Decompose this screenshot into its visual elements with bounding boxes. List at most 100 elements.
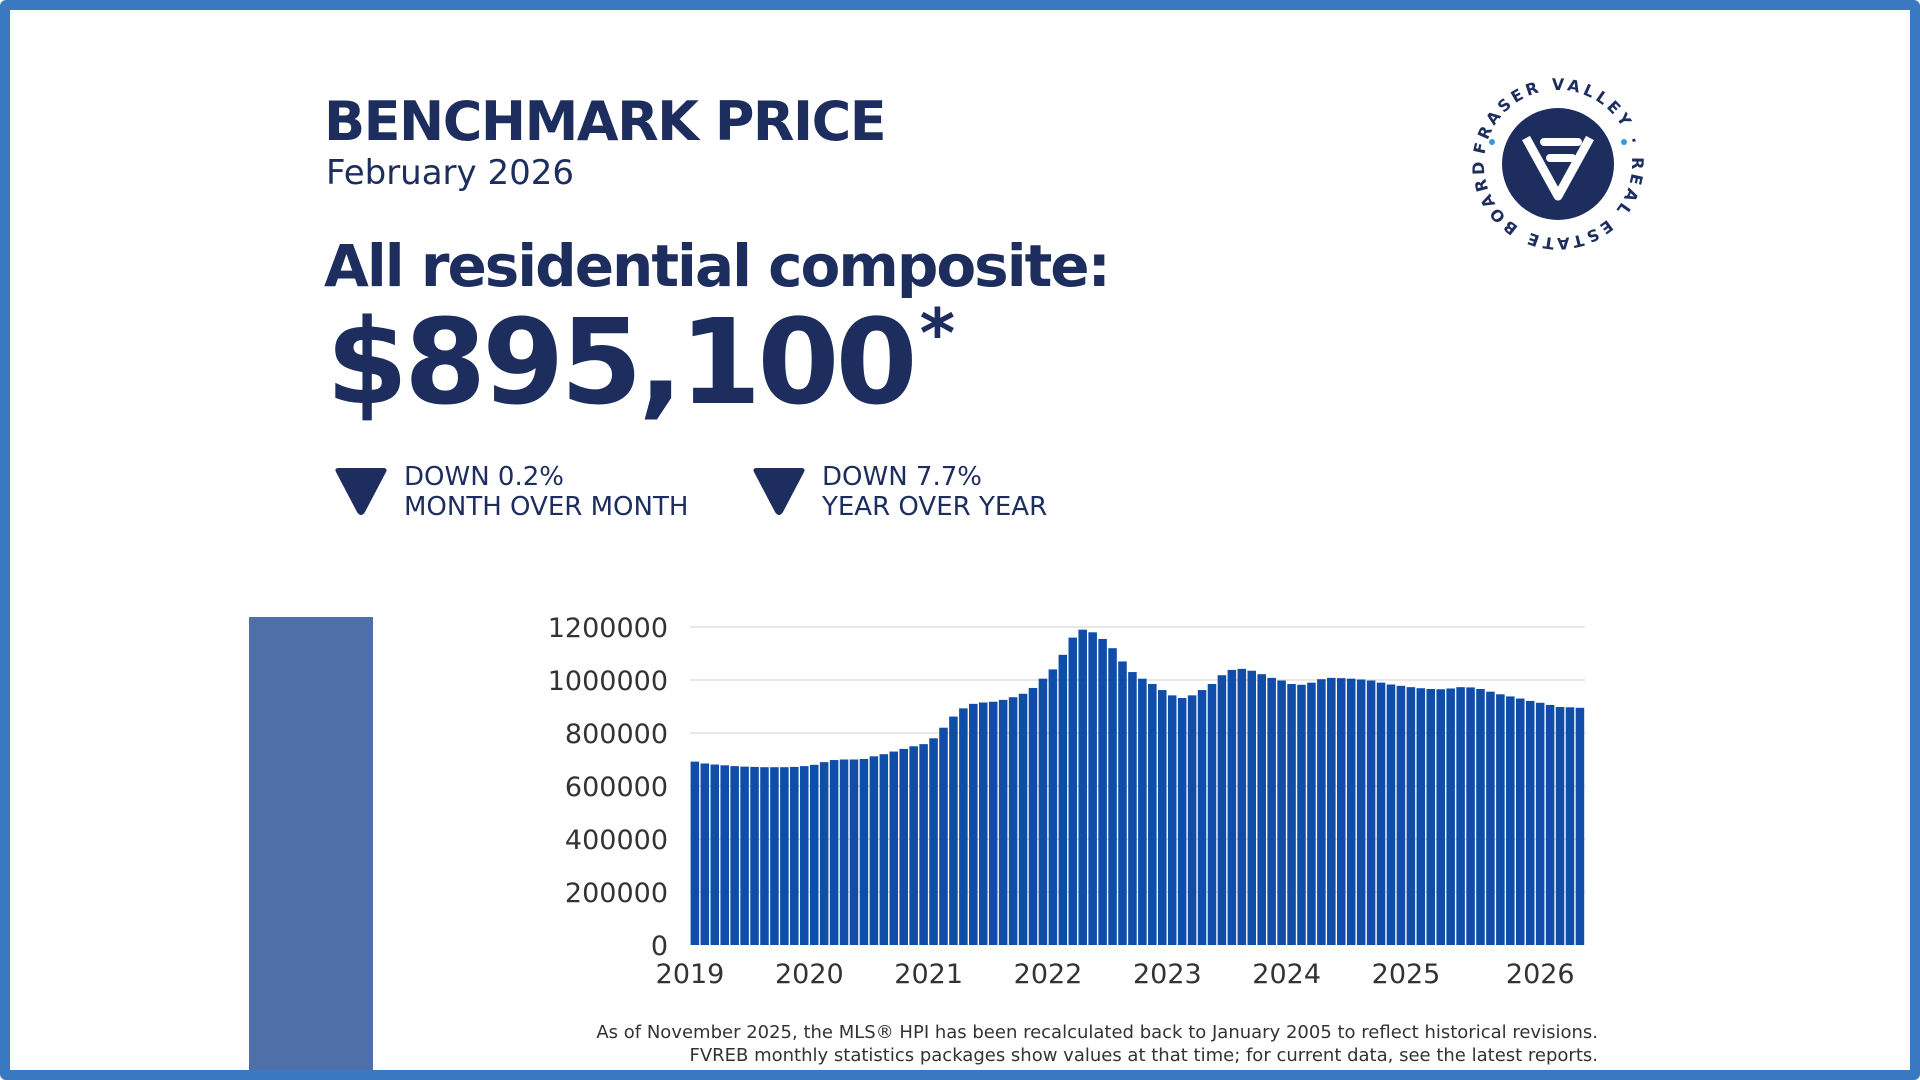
footnote-line-2: FVREB monthly statistics packages show v… <box>689 1045 1598 1066</box>
bar <box>899 748 908 945</box>
x-tick-label: 2021 <box>894 959 963 990</box>
bar <box>998 699 1008 945</box>
bar <box>1416 688 1426 945</box>
bar <box>1346 678 1356 945</box>
x-tick-label: 2022 <box>1014 959 1083 990</box>
y-tick-label: 800000 <box>565 719 668 750</box>
bar <box>1267 677 1276 945</box>
bar <box>869 756 879 945</box>
footnote: As of November 2025, the MLS® HPI has be… <box>596 1021 1598 1067</box>
bar <box>799 766 809 945</box>
bar <box>1167 695 1177 945</box>
bar <box>1515 698 1525 945</box>
bar <box>988 701 998 945</box>
bar <box>1396 685 1406 945</box>
period-label: February 2026 <box>326 153 574 193</box>
bar <box>1277 680 1286 945</box>
bar <box>1157 690 1167 945</box>
bar <box>1058 654 1068 945</box>
y-tick-label: 200000 <box>565 878 668 909</box>
benchmark-price-chart: 0 200000 400000 600000 800000 1000000 1200000 2… <box>548 613 1585 990</box>
bar <box>780 767 789 945</box>
bar <box>1187 695 1197 945</box>
bar <box>1456 687 1465 945</box>
bar <box>1098 638 1107 945</box>
bar <box>819 762 829 945</box>
bar <box>1446 688 1455 945</box>
price-asterisk: * <box>919 295 956 374</box>
bar <box>929 738 938 945</box>
down-arrow-icon <box>335 468 387 515</box>
y-tick-label: 0 <box>651 931 668 962</box>
bar <box>1575 707 1585 945</box>
bar <box>1307 682 1316 945</box>
bar <box>1207 683 1217 945</box>
bar <box>1436 689 1445 945</box>
bar <box>949 716 958 945</box>
bar <box>1466 687 1475 945</box>
x-tick-label: 2025 <box>1372 959 1441 990</box>
price-value: $895,100 <box>326 293 918 431</box>
bar <box>1128 672 1137 945</box>
month-change: DOWN 0.2% MONTH OVER MONTH <box>332 462 688 522</box>
bar <box>959 708 968 945</box>
bar <box>730 766 739 945</box>
bar <box>1535 702 1545 945</box>
bar <box>770 767 779 945</box>
y-tick-label: 1000000 <box>548 666 668 697</box>
bar <box>1078 629 1087 945</box>
bar <box>1525 700 1535 945</box>
bar <box>809 764 819 945</box>
x-tick-label: 2024 <box>1252 959 1321 990</box>
bar <box>1237 668 1247 945</box>
bar <box>889 751 899 945</box>
bar <box>700 763 710 945</box>
bar <box>1376 682 1386 945</box>
bar <box>1028 687 1038 945</box>
y-tick-label: 600000 <box>565 772 668 803</box>
bar <box>1327 677 1336 945</box>
bar <box>1118 661 1127 945</box>
bar <box>1287 683 1296 945</box>
page-title: BENCHMARK PRICE <box>324 90 887 153</box>
bar <box>1545 704 1555 945</box>
bar <box>760 767 769 945</box>
year-change: DOWN 7.7% YEAR OVER YEAR <box>750 462 1047 522</box>
bar <box>1555 707 1565 945</box>
bar <box>1317 679 1326 945</box>
bar <box>690 761 700 945</box>
month-change-value: DOWN 0.2% <box>404 462 564 492</box>
bar <box>1486 691 1495 945</box>
bar <box>1088 632 1097 945</box>
bar <box>1197 690 1207 945</box>
bar <box>1406 687 1416 945</box>
y-tick-label: 1200000 <box>548 613 668 644</box>
bar <box>1386 684 1396 945</box>
bar <box>879 754 889 945</box>
bar <box>1018 693 1028 945</box>
footnote-line-1: As of November 2025, the MLS® HPI has be… <box>596 1022 1598 1043</box>
bar <box>1048 669 1058 945</box>
bar <box>1038 678 1048 945</box>
fvreb-logo: FRASER VALLEY · REAL ESTATE BOARD · <box>1470 76 1644 252</box>
year-change-label: YEAR OVER YEAR <box>822 492 1048 522</box>
bar <box>1476 689 1485 945</box>
x-tick-label: 2020 <box>775 959 844 990</box>
bar <box>849 759 859 945</box>
bar <box>1496 694 1505 945</box>
bar <box>1008 697 1018 945</box>
bar <box>1148 683 1157 945</box>
bar <box>1506 696 1515 945</box>
bar <box>1177 698 1187 945</box>
bar <box>969 703 978 945</box>
bar <box>1257 674 1266 945</box>
bar <box>750 766 759 945</box>
x-tick-label: 2019 <box>656 959 725 990</box>
bar <box>740 766 749 945</box>
year-change-value: DOWN 7.7% <box>822 462 982 492</box>
bar <box>978 702 988 945</box>
bar <box>1336 678 1346 945</box>
bar <box>829 760 839 945</box>
bar <box>859 758 869 945</box>
